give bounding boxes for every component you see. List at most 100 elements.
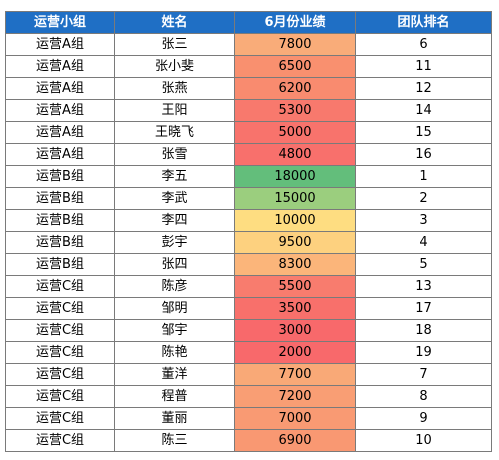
performance-cell[interactable]: 2000 <box>234 341 356 364</box>
performance-cell[interactable]: 3500 <box>234 297 356 320</box>
rank-cell[interactable]: 12 <box>355 77 492 100</box>
group-cell[interactable]: 运营A组 <box>5 121 115 144</box>
group-cell[interactable]: 运营A组 <box>5 33 115 56</box>
name-cell[interactable]: 陈艳 <box>114 341 235 364</box>
name-cell[interactable]: 董丽 <box>114 407 235 430</box>
table-row: 运营C组 程普 7200 8 <box>5 385 492 408</box>
group-cell[interactable]: 运营C组 <box>5 429 115 452</box>
name-cell[interactable]: 张雪 <box>114 143 235 166</box>
performance-cell[interactable]: 18000 <box>234 165 356 188</box>
group-cell[interactable]: 运营A组 <box>5 143 115 166</box>
rank-cell[interactable]: 18 <box>355 319 492 342</box>
name-cell[interactable]: 王晓飞 <box>114 121 235 144</box>
performance-cell[interactable]: 10000 <box>234 209 356 232</box>
rank-cell[interactable]: 9 <box>355 407 492 430</box>
name-cell[interactable]: 李五 <box>114 165 235 188</box>
group-cell[interactable]: 运营A组 <box>5 77 115 100</box>
group-cell[interactable]: 运营C组 <box>5 385 115 408</box>
group-cell[interactable]: 运营B组 <box>5 209 115 232</box>
performance-cell[interactable]: 3000 <box>234 319 356 342</box>
rank-cell[interactable]: 16 <box>355 143 492 166</box>
header-group[interactable]: 运营小组 <box>5 11 115 34</box>
name-cell[interactable]: 陈三 <box>114 429 235 452</box>
rank-cell[interactable]: 19 <box>355 341 492 364</box>
rank-cell[interactable]: 1 <box>355 165 492 188</box>
performance-table: 运营小组 姓名 6月份业绩 团队排名 运营A组 张三 7800 6 运营A组 张小斐 650… <box>5 11 492 452</box>
rank-cell[interactable]: 3 <box>355 209 492 232</box>
table-row: 运营A组 张燕 6200 12 <box>5 77 492 100</box>
table-row: 运营C组 董丽 7000 9 <box>5 407 492 430</box>
name-cell[interactable]: 张四 <box>114 253 235 276</box>
header-rank[interactable]: 团队排名 <box>355 11 492 34</box>
name-cell[interactable]: 张小斐 <box>114 55 235 78</box>
performance-cell[interactable]: 7800 <box>234 33 356 56</box>
group-cell[interactable]: 运营B组 <box>5 187 115 210</box>
rank-cell[interactable]: 2 <box>355 187 492 210</box>
name-cell[interactable]: 张燕 <box>114 77 235 100</box>
table-row: 运营B组 李四 10000 3 <box>5 209 492 232</box>
performance-cell[interactable]: 9500 <box>234 231 356 254</box>
performance-cell[interactable]: 15000 <box>234 187 356 210</box>
name-cell[interactable]: 张三 <box>114 33 235 56</box>
group-cell[interactable]: 运营C组 <box>5 297 115 320</box>
rank-cell[interactable]: 4 <box>355 231 492 254</box>
group-cell[interactable]: 运营B组 <box>5 165 115 188</box>
table-row: 运营A组 王晓飞 5000 15 <box>5 121 492 144</box>
name-cell[interactable]: 彭宇 <box>114 231 235 254</box>
group-cell[interactable]: 运营C组 <box>5 363 115 386</box>
rank-cell[interactable]: 7 <box>355 363 492 386</box>
performance-cell[interactable]: 5300 <box>234 99 356 122</box>
table-row: 运营B组 李武 15000 2 <box>5 187 492 210</box>
group-cell[interactable]: 运营C组 <box>5 319 115 342</box>
rank-cell[interactable]: 10 <box>355 429 492 452</box>
table-row: 运营A组 张小斐 6500 11 <box>5 55 492 78</box>
name-cell[interactable]: 邹明 <box>114 297 235 320</box>
name-cell[interactable]: 程普 <box>114 385 235 408</box>
header-row: 运营小组 姓名 6月份业绩 团队排名 <box>5 11 492 34</box>
name-cell[interactable]: 董洋 <box>114 363 235 386</box>
table-row: 运营C组 陈三 6900 10 <box>5 429 492 452</box>
name-cell[interactable]: 陈彦 <box>114 275 235 298</box>
name-cell[interactable]: 王阳 <box>114 99 235 122</box>
rank-cell[interactable]: 5 <box>355 253 492 276</box>
table-row: 运营C组 陈艳 2000 19 <box>5 341 492 364</box>
rank-cell[interactable]: 11 <box>355 55 492 78</box>
rank-cell[interactable]: 13 <box>355 275 492 298</box>
group-cell[interactable]: 运营B组 <box>5 231 115 254</box>
rank-cell[interactable]: 14 <box>355 99 492 122</box>
table-row: 运营C组 陈彦 5500 13 <box>5 275 492 298</box>
rank-cell[interactable]: 8 <box>355 385 492 408</box>
performance-cell[interactable]: 7700 <box>234 363 356 386</box>
rank-cell[interactable]: 17 <box>355 297 492 320</box>
table-row: 运营A组 张雪 4800 16 <box>5 143 492 166</box>
performance-cell[interactable]: 7200 <box>234 385 356 408</box>
name-cell[interactable]: 李武 <box>114 187 235 210</box>
table-row: 运营A组 张三 7800 6 <box>5 33 492 56</box>
performance-cell[interactable]: 6900 <box>234 429 356 452</box>
header-name[interactable]: 姓名 <box>114 11 235 34</box>
name-cell[interactable]: 邹宇 <box>114 319 235 342</box>
group-cell[interactable]: 运营C组 <box>5 407 115 430</box>
group-cell[interactable]: 运营B组 <box>5 253 115 276</box>
table-row: 运营C组 邹明 3500 17 <box>5 297 492 320</box>
name-cell[interactable]: 李四 <box>114 209 235 232</box>
performance-cell[interactable]: 6500 <box>234 55 356 78</box>
performance-cell[interactable]: 8300 <box>234 253 356 276</box>
rank-cell[interactable]: 6 <box>355 33 492 56</box>
performance-cell[interactable]: 7000 <box>234 407 356 430</box>
performance-cell[interactable]: 5000 <box>234 121 356 144</box>
group-cell[interactable]: 运营A组 <box>5 55 115 78</box>
group-cell[interactable]: 运营C组 <box>5 275 115 298</box>
rank-cell[interactable]: 15 <box>355 121 492 144</box>
group-cell[interactable]: 运营A组 <box>5 99 115 122</box>
group-cell[interactable]: 运营C组 <box>5 341 115 364</box>
table-row: 运营B组 李五 18000 1 <box>5 165 492 188</box>
table-row: 运营B组 彭宇 9500 4 <box>5 231 492 254</box>
table-row: 运营B组 张四 8300 5 <box>5 253 492 276</box>
header-performance[interactable]: 6月份业绩 <box>234 11 356 34</box>
table-row: 运营A组 王阳 5300 14 <box>5 99 492 122</box>
performance-cell[interactable]: 6200 <box>234 77 356 100</box>
performance-cell[interactable]: 5500 <box>234 275 356 298</box>
performance-cell[interactable]: 4800 <box>234 143 356 166</box>
